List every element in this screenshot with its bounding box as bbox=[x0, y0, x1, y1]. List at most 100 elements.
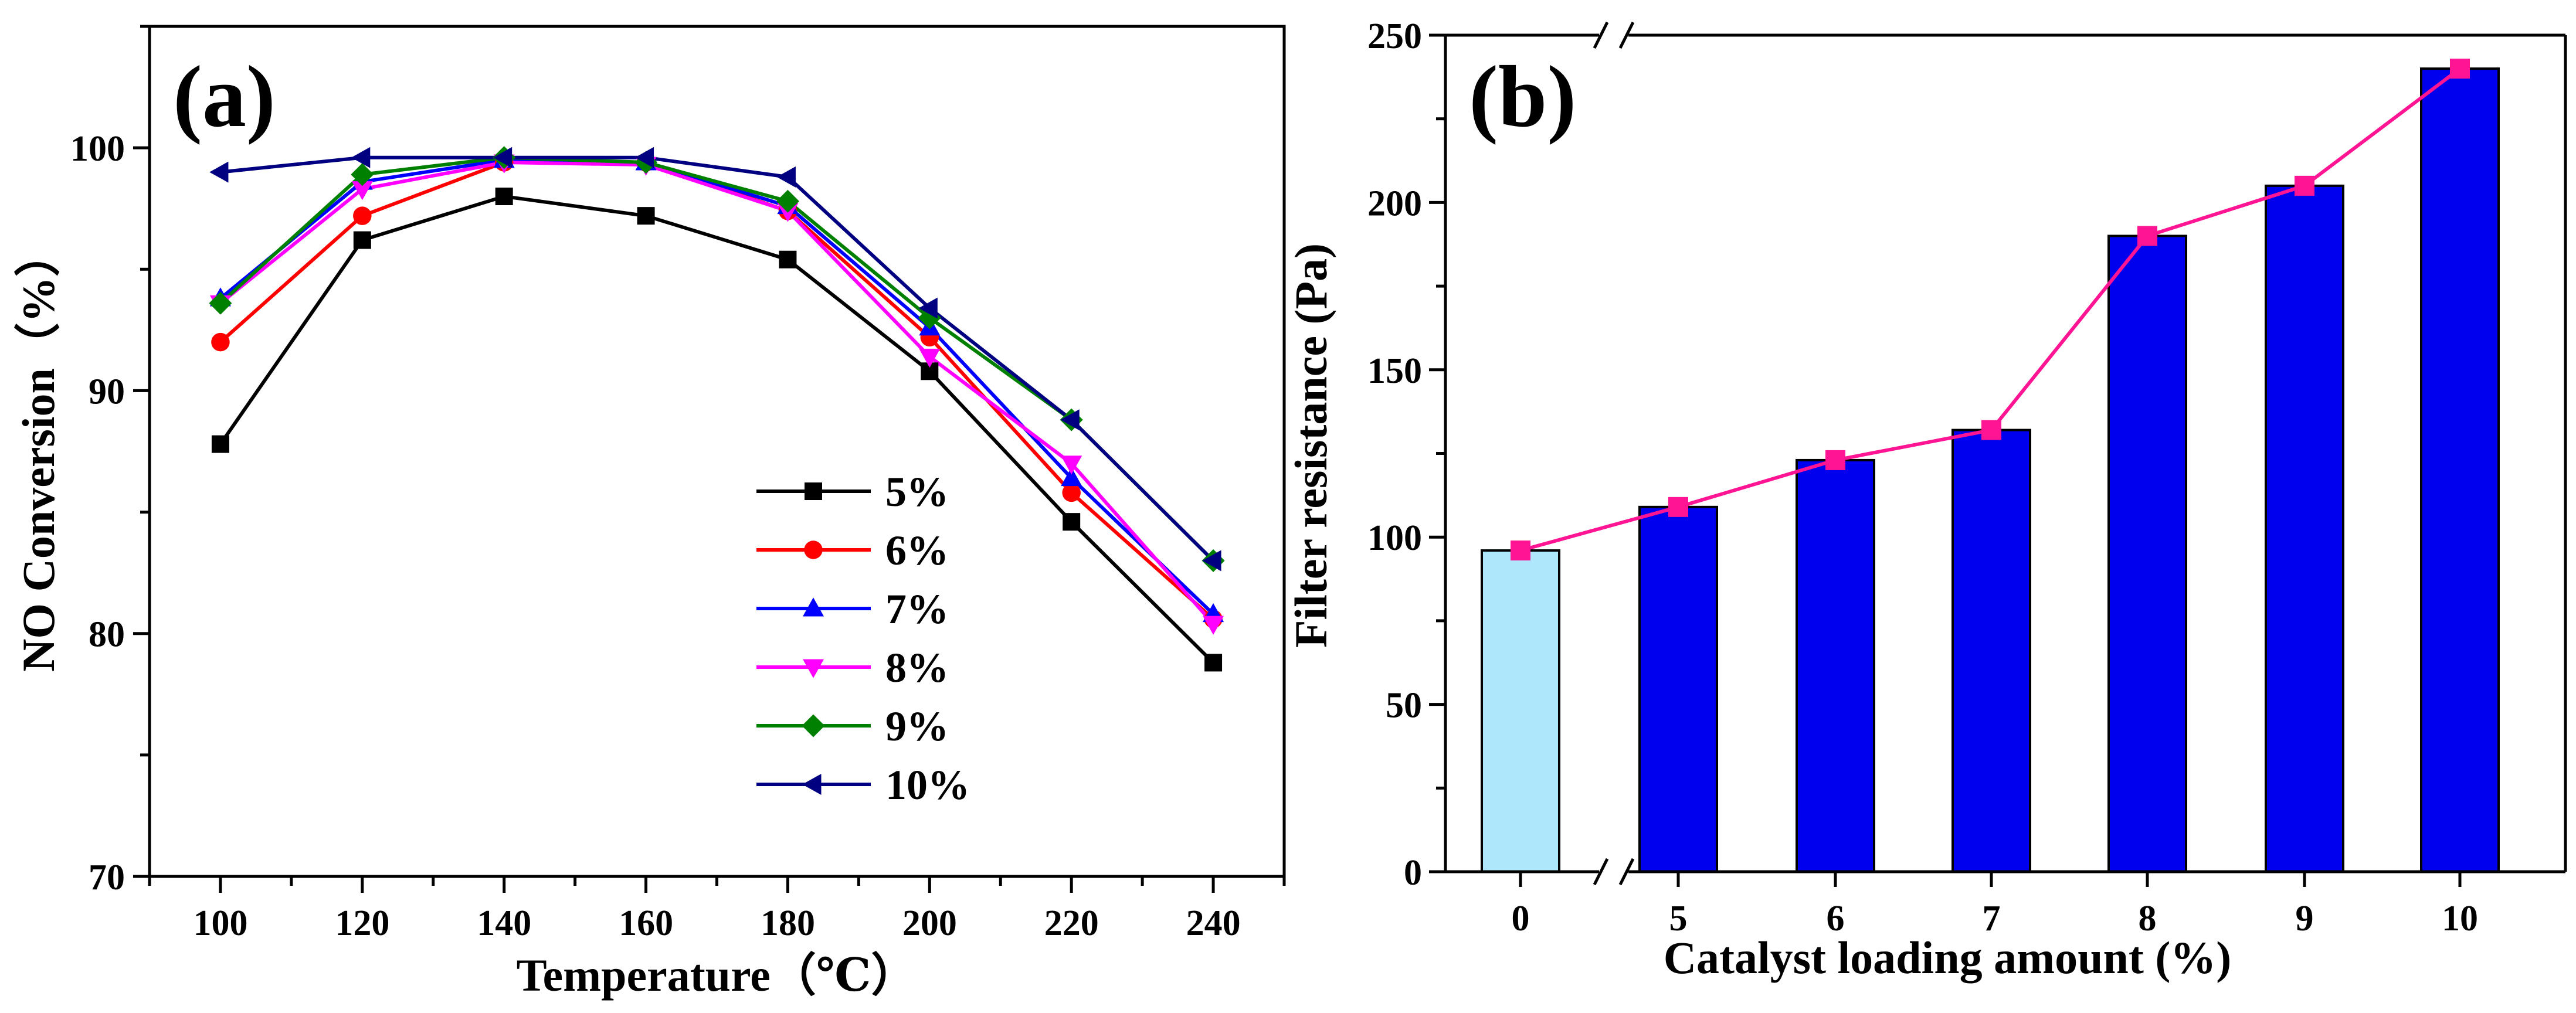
panel-a-x-tick-label: 220 bbox=[1044, 903, 1099, 943]
panel-b-x-axis-label: Catalyst loading amount (%) bbox=[1664, 932, 2232, 983]
panel-a-x-tick-label: 240 bbox=[1186, 903, 1241, 943]
legend-marker-10% bbox=[802, 774, 822, 795]
panel-a-x-tick-label: 200 bbox=[902, 903, 957, 943]
panel-b-y-tick-label: 200 bbox=[1367, 183, 1422, 223]
bar-10 bbox=[2420, 67, 2500, 873]
series-point-7% bbox=[1061, 467, 1082, 487]
panel-b-label: (b) bbox=[1469, 48, 1576, 145]
panel-b-ticks: 0 50 100 150 200 250 0 5 6 7 8 9 10 bbox=[1367, 16, 2478, 939]
legend-marker-8% bbox=[803, 659, 824, 678]
bar-6 bbox=[1796, 458, 1875, 873]
series-point-6% bbox=[1062, 483, 1081, 502]
series-point-8% bbox=[1203, 616, 1224, 635]
panel-a-y-tick-label: 100 bbox=[70, 129, 125, 169]
panel-b-trend-line bbox=[1511, 59, 2470, 561]
bar-7 bbox=[1951, 429, 2031, 873]
bar-5 bbox=[1638, 505, 1718, 873]
trend-point-0 bbox=[1511, 541, 1530, 561]
series-point-10% bbox=[1060, 409, 1080, 431]
series-point-5% bbox=[353, 231, 371, 249]
series-point-9% bbox=[776, 189, 799, 213]
panel-a-y-tick-label: 80 bbox=[89, 615, 125, 655]
trend-point-7 bbox=[1981, 420, 2001, 440]
legend-label-6%: 6% bbox=[885, 527, 949, 574]
trend-point-8 bbox=[2137, 226, 2157, 246]
panel-b-x-tick-label: 7 bbox=[1983, 899, 2001, 939]
legend-label-7%: 7% bbox=[885, 586, 949, 633]
bar-9 bbox=[2265, 184, 2344, 873]
bar-8 bbox=[2107, 234, 2187, 873]
series-line-8% bbox=[219, 160, 1215, 626]
panel-b-y-tick-label: 100 bbox=[1367, 518, 1422, 558]
panel-a-line-chart: (a) 100 120 140 160 180 200 220 240 70 80 90 100 5%… bbox=[13, 25, 1286, 1001]
series-point-8% bbox=[1061, 455, 1082, 475]
legend-label-8%: 8% bbox=[885, 644, 949, 691]
panel-b-x-tick-label: 0 bbox=[1512, 899, 1530, 939]
series-point-10% bbox=[493, 147, 513, 168]
panel-b-bar-chart: (b) 0 50 100 150 200 250 0 5 6 7 8 9 10 Catalyst loa… bbox=[1285, 16, 2567, 983]
series-line-10% bbox=[220, 155, 1215, 562]
panel-a-legend: 5% 6% 7% 8% 9% 10% bbox=[756, 468, 970, 808]
series-point-5% bbox=[1204, 654, 1223, 672]
bar-0 bbox=[1481, 549, 1560, 873]
panel-b-y-axis-label: Filter resistance (Pa) bbox=[1285, 243, 1336, 648]
panel-b-y-tick-label: 150 bbox=[1367, 351, 1422, 391]
panel-a-y-axis-label: NO Conversion（%） bbox=[13, 231, 64, 672]
panel-a-x-tick-label: 180 bbox=[761, 903, 815, 943]
series-point-6% bbox=[211, 332, 230, 352]
series-point-6% bbox=[353, 206, 372, 225]
series-point-8% bbox=[919, 348, 941, 368]
axis-break-mark bbox=[1593, 21, 1609, 49]
panel-a-plot-frame bbox=[148, 25, 1286, 878]
legend-label-10%: 10% bbox=[885, 762, 970, 808]
panel-a-ticks: 100 120 140 160 180 200 220 240 70 80 90 100 bbox=[70, 25, 1286, 943]
series-line-5% bbox=[219, 194, 1215, 664]
panel-b-plot-frame bbox=[1444, 21, 2567, 886]
legend-marker-6% bbox=[804, 541, 823, 559]
panel-a-x-axis-label: Temperature（℃） bbox=[517, 950, 917, 1001]
series-point-10% bbox=[776, 166, 796, 188]
trend-point-5 bbox=[1668, 497, 1688, 517]
axis-break-mark bbox=[1618, 21, 1635, 49]
panel-b-x-tick-label: 5 bbox=[1669, 899, 1688, 939]
series-point-10% bbox=[918, 297, 938, 319]
legend-marker-7% bbox=[803, 597, 824, 617]
trend-point-9 bbox=[2295, 175, 2314, 196]
series-point-5% bbox=[211, 435, 229, 453]
legend-marker-9% bbox=[802, 714, 825, 737]
axis-break-mark bbox=[1618, 858, 1635, 886]
series-point-10% bbox=[634, 147, 654, 168]
panel-b-y-tick-label: 50 bbox=[1386, 686, 1422, 726]
panel-b-x-tick-label: 8 bbox=[2139, 899, 2157, 939]
trend-point-10 bbox=[2450, 59, 2470, 79]
panel-b-bars bbox=[1481, 67, 2500, 873]
series-point-5% bbox=[495, 188, 513, 205]
panel-a-label: (a) bbox=[173, 48, 276, 145]
panel-b-y-tick-label: 0 bbox=[1404, 853, 1422, 893]
panel-a-series bbox=[209, 146, 1225, 672]
legend-label-5%: 5% bbox=[885, 468, 949, 515]
series-point-8% bbox=[351, 181, 373, 200]
panel-a-x-tick-label: 100 bbox=[193, 903, 247, 943]
panel-a-x-tick-label: 160 bbox=[619, 903, 673, 943]
panel-b-y-tick-label: 250 bbox=[1367, 16, 1422, 56]
series-point-10% bbox=[209, 161, 229, 183]
legend-label-9%: 9% bbox=[885, 703, 949, 750]
panel-a-y-tick-label: 70 bbox=[89, 858, 125, 898]
series-point-5% bbox=[1063, 513, 1081, 531]
panel-a-x-tick-label: 140 bbox=[477, 903, 531, 943]
axis-break-mark bbox=[1593, 858, 1609, 886]
series-point-9% bbox=[351, 163, 374, 186]
series-point-10% bbox=[1202, 550, 1221, 572]
series-point-9% bbox=[209, 291, 232, 315]
legend-marker-5% bbox=[805, 482, 822, 500]
panel-a-x-tick-label: 120 bbox=[335, 903, 389, 943]
series-line-7% bbox=[219, 158, 1215, 616]
series-line-6% bbox=[219, 161, 1215, 621]
panel-a-y-tick-label: 90 bbox=[89, 372, 125, 412]
panel-b-x-tick-label: 9 bbox=[2296, 899, 2314, 939]
series-point-5% bbox=[779, 250, 797, 268]
panel-b-x-tick-label: 10 bbox=[2442, 899, 2478, 939]
series-point-5% bbox=[637, 207, 655, 225]
